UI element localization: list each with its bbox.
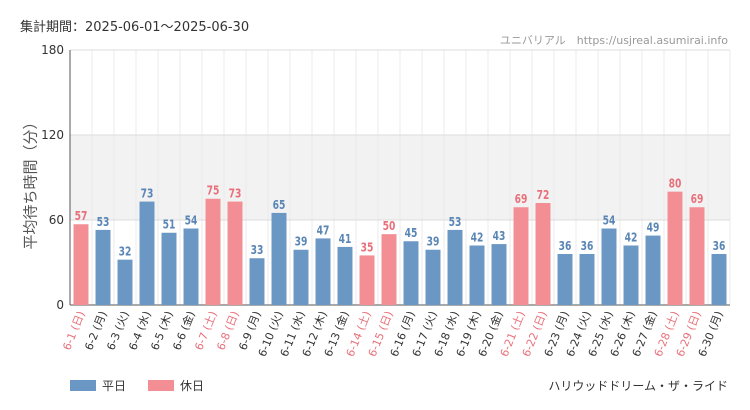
- legend-label-holiday: 休日: [180, 379, 205, 393]
- data-label: 36: [559, 239, 572, 253]
- bar: [117, 259, 133, 305]
- bar: [359, 255, 375, 305]
- data-label: 75: [207, 184, 220, 198]
- data-label: 47: [317, 224, 330, 238]
- legend-swatch-weekday: [70, 380, 96, 391]
- data-label: 69: [515, 192, 528, 206]
- data-label: 32: [119, 245, 132, 259]
- data-label: 39: [427, 235, 440, 249]
- y-tick-label: 0: [56, 298, 64, 312]
- data-label: 51: [163, 218, 176, 232]
- bar: [183, 228, 199, 305]
- data-label: 42: [625, 231, 638, 245]
- data-label: 54: [185, 214, 198, 228]
- data-label: 39: [295, 235, 308, 249]
- data-label: 43: [493, 229, 506, 243]
- bar: [579, 254, 595, 305]
- data-label: 69: [691, 192, 704, 206]
- data-label: 73: [229, 187, 242, 201]
- bar: [315, 238, 331, 305]
- bar: [689, 207, 705, 305]
- data-label: 57: [75, 209, 88, 223]
- bar: [623, 245, 639, 305]
- bar: [271, 212, 287, 305]
- data-label: 35: [361, 241, 374, 255]
- bar: [73, 224, 89, 305]
- bar: [381, 234, 397, 305]
- data-label: 54: [603, 214, 616, 228]
- bar: [469, 245, 485, 305]
- bar: [447, 229, 463, 305]
- bar: [711, 254, 727, 305]
- data-label: 42: [471, 231, 484, 245]
- bar: [139, 201, 155, 305]
- bar: [403, 241, 419, 305]
- legend-item-holiday[interactable]: 休日: [148, 377, 204, 394]
- data-label: 36: [581, 239, 594, 253]
- legend-item-weekday[interactable]: 平日: [70, 377, 126, 394]
- bar: [227, 201, 243, 305]
- data-label: 45: [405, 226, 418, 240]
- data-label: 73: [141, 187, 154, 201]
- bar: [205, 198, 221, 305]
- bar: [667, 191, 683, 305]
- bar: [293, 249, 309, 305]
- bar: [95, 229, 111, 305]
- data-label: 50: [383, 219, 396, 233]
- bar: [337, 246, 353, 305]
- data-label: 49: [647, 221, 660, 235]
- period-label: 集計期間：2025-06-01～2025-06-30: [20, 20, 250, 35]
- bar: [557, 254, 573, 305]
- bar: [161, 232, 177, 305]
- data-label: 65: [273, 198, 286, 212]
- data-label: 72: [537, 188, 550, 202]
- bar: [535, 203, 551, 305]
- y-tick-label: 120: [41, 128, 64, 142]
- data-label: 36: [713, 239, 726, 253]
- data-label: 53: [97, 215, 110, 229]
- legend-swatch-holiday: [148, 380, 175, 391]
- data-label: 33: [251, 243, 264, 257]
- y-tick-label: 60: [49, 213, 64, 227]
- ride-name: ハリウッドドリーム・ザ・ライド: [548, 379, 728, 393]
- bar: [601, 228, 617, 305]
- legend-label-weekday: 平日: [102, 379, 127, 393]
- bar: [249, 258, 265, 305]
- bar: [645, 235, 661, 305]
- data-label: 41: [339, 232, 352, 246]
- data-label: 53: [449, 215, 462, 229]
- data-label: 80: [669, 177, 682, 191]
- bar: [425, 249, 441, 305]
- bar: [513, 207, 529, 305]
- site-credit: ユニバリアル https://usjreal.asumirai.info: [499, 34, 728, 47]
- bar: [491, 244, 507, 305]
- y-tick-label: 180: [41, 43, 64, 57]
- legend: 平日 休日: [70, 377, 204, 394]
